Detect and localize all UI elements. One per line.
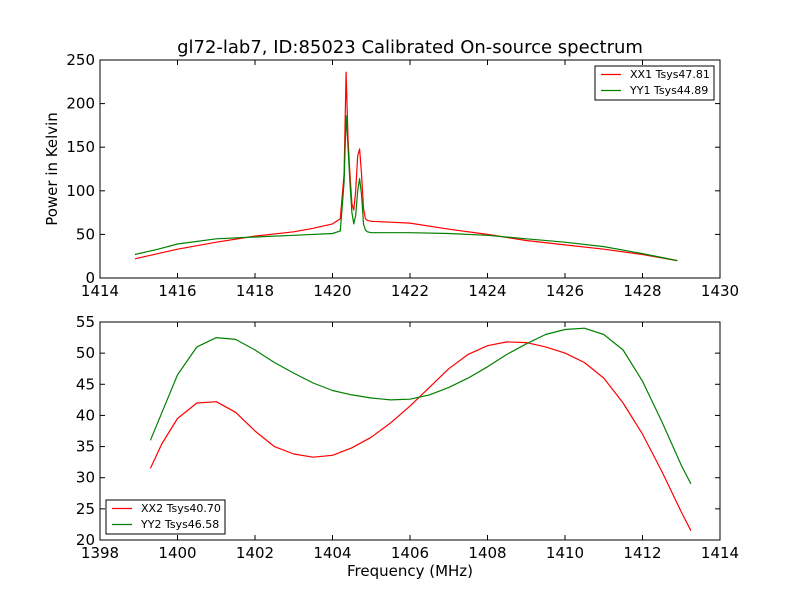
bottom-x-tick-label: 1402	[236, 544, 274, 562]
bottom-legend: XX2 Tsys40.70 YY2 Tsys46.58	[105, 499, 226, 535]
top-x-axis: 1414 1416 1418 1420 1422 1424 1426 1428 1430	[81, 60, 739, 300]
bottom-x-tick-label: 1412	[623, 544, 661, 562]
top-x-tick-label: 1430	[701, 282, 739, 300]
bottom-legend-box	[105, 499, 226, 535]
top-legend-label-xx1: XX1 Tsys47.81	[630, 68, 710, 81]
top-y-tick-label: 200	[66, 95, 95, 113]
top-y-tick-label: 100	[66, 182, 95, 200]
top-y-axis-label: Power in Kelvin	[43, 112, 61, 226]
top-plot-frame	[99, 59, 721, 279]
bottom-legend-label-xx2: XX2 Tsys40.70	[141, 502, 221, 515]
bottom-x-axis: 1398 1400 1402 1404 1406 1408 1410 1412 1414	[81, 322, 739, 562]
top-x-tick-label: 1420	[313, 282, 351, 300]
bottom-series-line-2	[149, 327, 692, 485]
top-legend-label-yy1: YY1 Tsys44.89	[629, 84, 708, 97]
bottom-plot: 1398 1400 1402 1404 1406 1408 1410 1412 1414 202…	[76, 313, 739, 580]
bottom-y-axis: 20 25 30 35 40 45 50 55	[76, 313, 720, 549]
top-y-tick-label: 50	[76, 225, 95, 243]
top-x-tick-label: 1428	[623, 282, 661, 300]
top-series-group	[134, 71, 678, 262]
bottom-y-tick-label: 55	[76, 313, 95, 331]
top-legend-box	[594, 65, 715, 101]
bottom-y-tick-label: 45	[76, 375, 95, 393]
top-series-line-2	[134, 115, 678, 262]
top-plot: 1414 1416 1418 1420 1422 1424 1426 1428 1430 0 50…	[43, 51, 739, 300]
bottom-y-tick-label: 35	[76, 438, 95, 456]
chart-title: gl72-lab7, ID:85023 Calibrated On-source…	[177, 37, 643, 58]
top-x-tick-label: 1414	[81, 282, 119, 300]
bottom-plot-frame	[99, 321, 721, 541]
top-y-tick-label: 150	[66, 138, 95, 156]
top-x-tick-label: 1422	[391, 282, 429, 300]
bottom-y-tick-label: 30	[76, 469, 95, 487]
top-legend: XX1 Tsys47.81 YY1 Tsys44.89	[594, 65, 715, 101]
top-series-line-1	[134, 71, 678, 262]
bottom-x-tick-label: 1406	[391, 544, 429, 562]
bottom-series-group	[149, 327, 692, 531]
bottom-x-tick-label: 1410	[546, 544, 584, 562]
bottom-x-tick-label: 1404	[313, 544, 351, 562]
bottom-x-tick-label: 1398	[81, 544, 119, 562]
top-y-axis: 0 50 100 150 200 250	[66, 51, 720, 287]
bottom-y-tick-label: 50	[76, 344, 95, 362]
bottom-x-tick-label: 1408	[468, 544, 506, 562]
top-y-tick-label: 0	[85, 269, 95, 287]
bottom-y-tick-label: 20	[76, 531, 95, 549]
top-x-tick-label: 1416	[158, 282, 196, 300]
bottom-x-axis-label: Frequency (MHz)	[347, 562, 473, 580]
bottom-legend-label-yy2: YY2 Tsys46.58	[140, 518, 219, 531]
top-x-tick-label: 1424	[468, 282, 506, 300]
bottom-y-tick-label: 25	[76, 500, 95, 518]
top-x-tick-label: 1418	[236, 282, 274, 300]
bottom-x-tick-label: 1414	[701, 544, 739, 562]
bottom-x-tick-label: 1400	[158, 544, 196, 562]
top-x-tick-label: 1426	[546, 282, 584, 300]
bottom-y-tick-label: 40	[76, 406, 95, 424]
top-y-tick-label: 250	[66, 51, 95, 69]
